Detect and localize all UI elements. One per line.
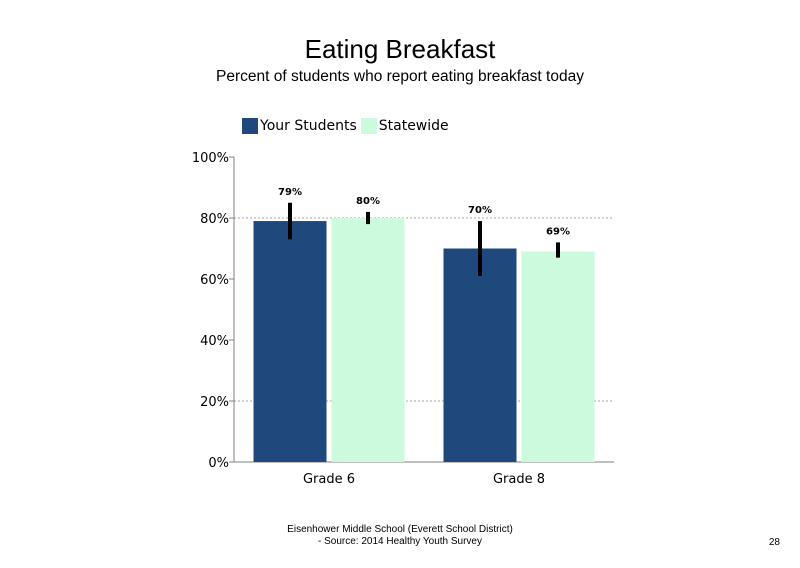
chart-title: Eating Breakfast xyxy=(304,34,496,64)
chart-legend: Your Students Statewide xyxy=(242,118,453,134)
legend-item-your-students: Your Students xyxy=(242,118,357,134)
data-label: 69% xyxy=(546,226,570,237)
x-tick-label: Grade 8 xyxy=(493,472,545,487)
y-tick-label: 40% xyxy=(200,334,229,349)
data-label: 79% xyxy=(278,187,302,198)
bar-statewide-grade-6 xyxy=(331,218,405,462)
bar-statewide-grade-8 xyxy=(521,251,595,462)
footer-source: - Source: 2014 Healthy Youth Survey xyxy=(318,536,482,547)
footer-school: Eisenhower Middle School (Everett School… xyxy=(287,524,513,535)
footer: Eisenhower Middle School (Everett School… xyxy=(200,524,600,548)
bar-your-students-grade-6 xyxy=(253,221,327,462)
y-tick-label: 0% xyxy=(208,456,229,471)
legend-label-your-students: Your Students xyxy=(260,118,357,134)
legend-swatch-statewide xyxy=(360,118,377,134)
data-label: 70% xyxy=(468,205,492,216)
legend-label-statewide: Statewide xyxy=(378,118,449,134)
chart-subtitle: Percent of students who report eating br… xyxy=(216,68,584,85)
legend-item-statewide: Statewide xyxy=(360,118,449,134)
y-tick-label: 60% xyxy=(200,273,229,288)
y-tick-label: 80% xyxy=(200,212,229,227)
data-label: 80% xyxy=(356,196,380,207)
bar-your-students-grade-8 xyxy=(443,248,517,462)
page-number: 28 xyxy=(768,537,780,548)
y-tick-label: 20% xyxy=(200,395,229,410)
y-tick-label: 100% xyxy=(192,151,229,166)
x-tick-label: Grade 6 xyxy=(303,472,355,487)
legend-swatch-your-students xyxy=(242,118,258,134)
